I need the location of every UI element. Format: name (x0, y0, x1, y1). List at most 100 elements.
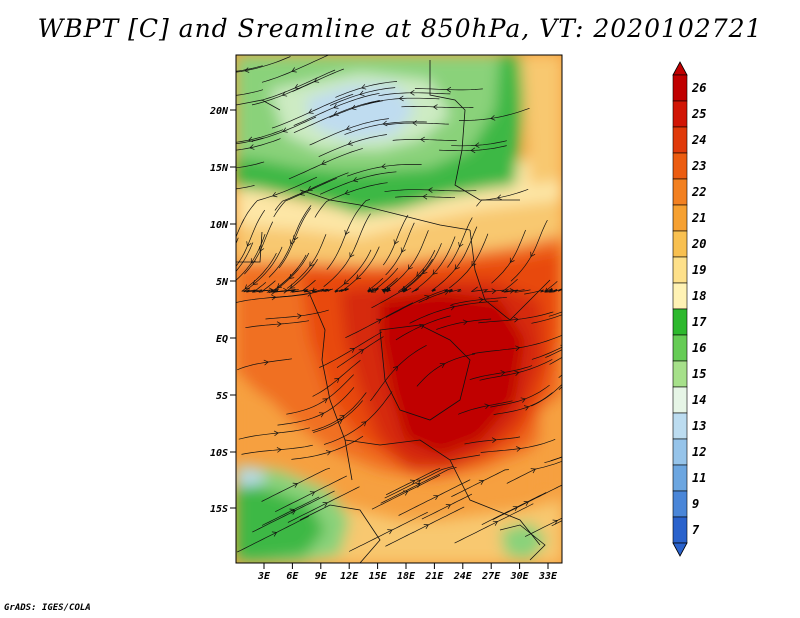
streamline (479, 359, 553, 381)
streamline (471, 335, 562, 355)
streamline (524, 289, 558, 295)
streamline (318, 134, 387, 158)
streamline (385, 222, 415, 276)
streamline (288, 148, 363, 180)
streamline-arrow (515, 345, 521, 351)
streamline (421, 493, 473, 520)
streamline (451, 469, 509, 498)
streamline (506, 460, 562, 484)
colorbar-label: 20 (691, 237, 706, 251)
streamline (548, 311, 562, 317)
streamline (385, 506, 465, 547)
streamline-arrow (419, 323, 425, 329)
lat-tick-label: 5N (216, 277, 229, 288)
streamline (237, 515, 309, 553)
streamline (314, 182, 388, 218)
streamline (416, 353, 475, 387)
streamline-arrow (509, 257, 515, 264)
streamline-arrow (530, 251, 536, 258)
streamline-arrow (574, 304, 579, 309)
streamline (551, 520, 562, 527)
streamline (481, 492, 547, 526)
streamline-arrow (592, 348, 597, 352)
streamline (560, 484, 562, 487)
colorbar-segment (672, 256, 688, 284)
streamline-arrow (471, 260, 477, 267)
streamline (448, 233, 489, 289)
colorbar-segment (672, 178, 688, 206)
streamline (380, 467, 457, 504)
streamline-arrow (530, 468, 536, 474)
streamline-arrow (381, 163, 387, 170)
colorbar-label: 17 (692, 315, 707, 329)
streamline-arrow (289, 508, 295, 514)
wbpt-field (224, 55, 597, 563)
streamline (275, 475, 347, 513)
streamline (340, 246, 380, 293)
streamline (274, 172, 349, 211)
streamline-arrow (462, 319, 468, 326)
streamline (236, 293, 308, 303)
streamline-arrow (347, 140, 353, 146)
streamline (454, 503, 534, 544)
streamline-arrow (299, 190, 305, 196)
streamline (545, 349, 562, 358)
lat-tick-label: 15N (210, 163, 229, 174)
streamline (291, 435, 364, 460)
streamline (436, 318, 492, 330)
streamline (385, 468, 441, 496)
streamline-arrow (424, 295, 430, 301)
streamline-arrow (224, 142, 228, 147)
streamline-arrow (333, 110, 339, 116)
streamline-arrow (292, 482, 298, 488)
streamline (252, 282, 295, 293)
streamline-arrow (344, 229, 350, 236)
streamline-arrow (344, 189, 350, 196)
streamline (326, 199, 370, 270)
streamline (236, 161, 265, 169)
streamline-arrow (322, 398, 328, 404)
lon-tick-label: 6E (286, 571, 299, 582)
streamline-arrow (520, 397, 526, 403)
lon-tick-label: 27E (481, 571, 501, 582)
streamline-arrow (454, 264, 460, 270)
streamline-arrow (309, 261, 315, 267)
streamline (319, 331, 382, 368)
streamline (476, 188, 529, 207)
streamline (336, 336, 384, 368)
streamline-arrow (458, 242, 464, 248)
lat-tick-label: 15S (210, 504, 228, 515)
colorbar-label: 26 (691, 81, 706, 95)
streamline-arrow (339, 415, 345, 421)
streamline-arrow (282, 127, 288, 133)
streamline-arrow (247, 136, 254, 143)
streamline-arrow (273, 430, 279, 437)
streamline (531, 346, 562, 360)
colorbar-segment (672, 152, 688, 180)
streamline-arrow (361, 84, 367, 90)
streamline-arrow (385, 286, 391, 292)
lat-tick-label: 10S (210, 448, 228, 459)
streamline (392, 139, 457, 141)
streamline-arrow (322, 502, 328, 507)
streamline-arrow (276, 283, 283, 289)
colorbar-label: 22 (691, 185, 706, 199)
streamline-arrow (512, 505, 519, 511)
streamline-arrow (296, 313, 302, 319)
streamline-arrow (470, 147, 476, 154)
streamline (245, 320, 310, 329)
streamline (459, 107, 530, 121)
streamline (398, 250, 436, 292)
streamline (383, 214, 409, 266)
field-sw-blue (236, 470, 266, 488)
streamline (549, 356, 562, 365)
streamline-arrow (244, 67, 250, 73)
streamline-arrow (509, 288, 515, 294)
colorbar-label: 15 (692, 367, 706, 381)
streamline-arrow (334, 377, 340, 383)
streamline (286, 374, 354, 415)
streamline (384, 189, 477, 193)
colorbar-segment (672, 334, 688, 362)
streamline (491, 229, 526, 284)
streamline (384, 122, 449, 126)
